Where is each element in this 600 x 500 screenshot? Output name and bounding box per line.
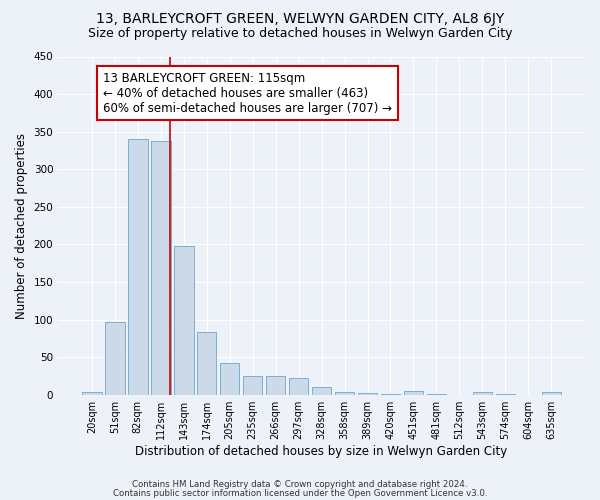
Bar <box>358 393 377 394</box>
Bar <box>105 322 125 394</box>
Bar <box>151 142 170 394</box>
Bar <box>473 392 492 394</box>
Bar <box>542 392 561 394</box>
Text: Contains public sector information licensed under the Open Government Licence v3: Contains public sector information licen… <box>113 488 487 498</box>
Y-axis label: Number of detached properties: Number of detached properties <box>15 132 28 318</box>
Bar <box>243 376 262 394</box>
Bar <box>266 376 286 394</box>
Bar <box>220 363 239 394</box>
Text: Contains HM Land Registry data © Crown copyright and database right 2024.: Contains HM Land Registry data © Crown c… <box>132 480 468 489</box>
X-axis label: Distribution of detached houses by size in Welwyn Garden City: Distribution of detached houses by size … <box>136 444 508 458</box>
Text: 13, BARLEYCROFT GREEN, WELWYN GARDEN CITY, AL8 6JY: 13, BARLEYCROFT GREEN, WELWYN GARDEN CIT… <box>96 12 504 26</box>
Bar <box>335 392 355 394</box>
Bar <box>312 387 331 394</box>
Bar <box>404 391 423 394</box>
Bar <box>128 139 148 394</box>
Bar <box>174 246 194 394</box>
Text: Size of property relative to detached houses in Welwyn Garden City: Size of property relative to detached ho… <box>88 28 512 40</box>
Bar <box>289 378 308 394</box>
Bar <box>197 332 217 394</box>
Bar <box>82 392 101 394</box>
Text: 13 BARLEYCROFT GREEN: 115sqm
← 40% of detached houses are smaller (463)
60% of s: 13 BARLEYCROFT GREEN: 115sqm ← 40% of de… <box>103 72 392 114</box>
